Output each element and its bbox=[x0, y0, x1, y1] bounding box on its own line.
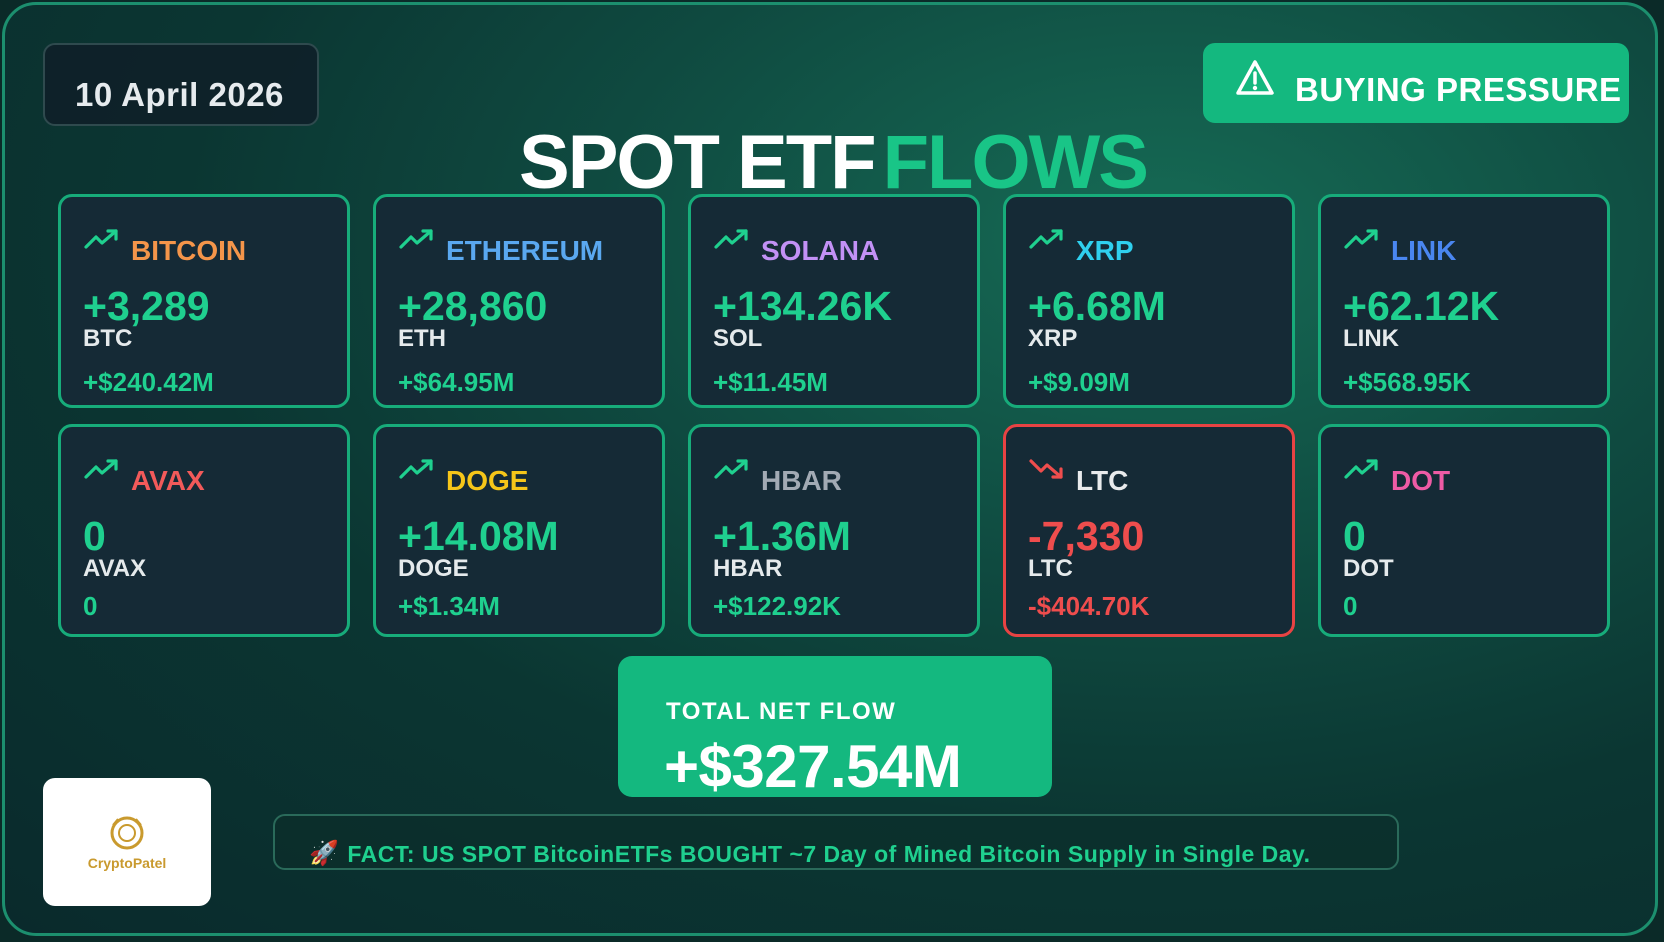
asset-amount: +28,860 bbox=[398, 283, 548, 329]
asset-usd-value: 0 bbox=[83, 591, 98, 621]
asset-name: AVAX bbox=[131, 465, 205, 496]
buying-pressure-label: BUYING PRESSURE bbox=[1295, 71, 1622, 108]
trending-up-icon bbox=[1344, 229, 1378, 249]
trending-up-icon bbox=[399, 459, 433, 479]
asset-card-xrp: XRP +6.68M XRP +$9.09M bbox=[1003, 194, 1295, 408]
trending-up-icon bbox=[399, 229, 433, 249]
asset-usd-value: +$1.34M bbox=[398, 591, 500, 621]
asset-symbol: XRP bbox=[1028, 325, 1078, 352]
trending-up-icon bbox=[714, 459, 748, 479]
asset-symbol: ETH bbox=[398, 325, 446, 352]
asset-name: LINK bbox=[1391, 235, 1457, 266]
buying-pressure-badge: BUYING PRESSURE bbox=[1203, 43, 1629, 123]
asset-symbol: LTC bbox=[1028, 555, 1073, 582]
asset-usd-value: +$64.95M bbox=[398, 367, 515, 397]
asset-name: DOT bbox=[1391, 465, 1451, 496]
total-net-flow-label: TOTAL NET FLOW bbox=[666, 698, 897, 725]
title-part-highlight: FLOWS bbox=[882, 120, 1149, 205]
logo-coin-icon bbox=[110, 816, 144, 850]
trending-down-icon bbox=[1029, 459, 1063, 479]
asset-amount: +3,289 bbox=[83, 283, 210, 329]
asset-amount: +62.12K bbox=[1343, 283, 1500, 329]
asset-amount: -7,330 bbox=[1028, 513, 1145, 559]
trending-up-icon bbox=[84, 229, 118, 249]
cryptopatel-logo: CryptoPatel bbox=[43, 778, 211, 906]
asset-card-hbar: HBAR +1.36M HBAR +$122.92K bbox=[688, 424, 980, 637]
asset-card-ltc: LTC -7,330 LTC -$404.70K bbox=[1003, 424, 1295, 637]
trending-up-icon bbox=[84, 459, 118, 479]
asset-usd-value: +$122.92K bbox=[713, 591, 841, 621]
asset-usd-value: +$9.09M bbox=[1028, 367, 1130, 397]
asset-usd-value: +$240.42M bbox=[83, 367, 214, 397]
trending-up-icon bbox=[714, 229, 748, 249]
asset-symbol: LINK bbox=[1343, 325, 1399, 352]
asset-amount: +6.68M bbox=[1028, 283, 1166, 329]
asset-name: ETHEREUM bbox=[446, 235, 604, 266]
date-label: 10 April 2026 bbox=[43, 43, 319, 126]
asset-card-sol: SOLANA +134.26K SOL +$11.45M bbox=[688, 194, 980, 408]
asset-card-btc: BITCOIN +3,289 BTC +$240.42M bbox=[58, 194, 350, 408]
fact-text: FACT: US SPOT BitcoinETFs BOUGHT ~7 Day … bbox=[347, 841, 1311, 867]
asset-card-avax: AVAX 0 AVAX 0 bbox=[58, 424, 350, 637]
page-title: SPOT ETF FLOWS bbox=[5, 119, 1655, 206]
asset-amount: 0 bbox=[1343, 513, 1366, 559]
total-net-flow-value: +$327.54M bbox=[664, 733, 962, 800]
asset-usd-value: -$404.70K bbox=[1028, 591, 1150, 621]
asset-amount: 0 bbox=[83, 513, 106, 559]
trending-up-icon bbox=[1029, 229, 1063, 249]
asset-symbol: BTC bbox=[83, 325, 133, 352]
asset-card-eth: ETHEREUM +28,860 ETH +$64.95M bbox=[373, 194, 665, 408]
asset-symbol: SOL bbox=[713, 325, 763, 352]
asset-amount: +14.08M bbox=[398, 513, 559, 559]
title-part-main: SPOT ETF bbox=[519, 120, 877, 205]
asset-name: BITCOIN bbox=[131, 235, 247, 266]
asset-symbol: HBAR bbox=[713, 555, 783, 582]
fact-banner: 🚀 FACT: US SPOT BitcoinETFs BOUGHT ~7 Da… bbox=[273, 814, 1399, 870]
warning-icon bbox=[1236, 60, 1274, 95]
asset-name: HBAR bbox=[761, 465, 842, 496]
asset-amount: +134.26K bbox=[713, 283, 892, 329]
asset-symbol: DOT bbox=[1343, 555, 1394, 582]
asset-name: XRP bbox=[1076, 235, 1134, 266]
total-net-flow-box: TOTAL NET FLOW +$327.54M bbox=[618, 656, 1052, 800]
asset-symbol: DOGE bbox=[398, 555, 469, 582]
asset-card-link: LINK +62.12K LINK +$568.95K bbox=[1318, 194, 1610, 408]
asset-name: LTC bbox=[1076, 465, 1129, 496]
asset-symbol: AVAX bbox=[83, 555, 147, 582]
asset-card-dot: DOT 0 DOT 0 bbox=[1318, 424, 1610, 637]
trending-up-icon bbox=[1344, 459, 1378, 479]
asset-name: SOLANA bbox=[761, 235, 880, 266]
logo-text: CryptoPatel bbox=[87, 855, 167, 871]
rocket-icon: 🚀 bbox=[309, 840, 340, 867]
asset-card-doge: DOGE +14.08M DOGE +$1.34M bbox=[373, 424, 665, 637]
asset-usd-value: +$11.45M bbox=[713, 367, 828, 397]
asset-usd-value: 0 bbox=[1343, 591, 1358, 621]
asset-usd-value: +$568.95K bbox=[1343, 367, 1471, 397]
asset-name: DOGE bbox=[446, 465, 529, 496]
asset-amount: +1.36M bbox=[713, 513, 851, 559]
